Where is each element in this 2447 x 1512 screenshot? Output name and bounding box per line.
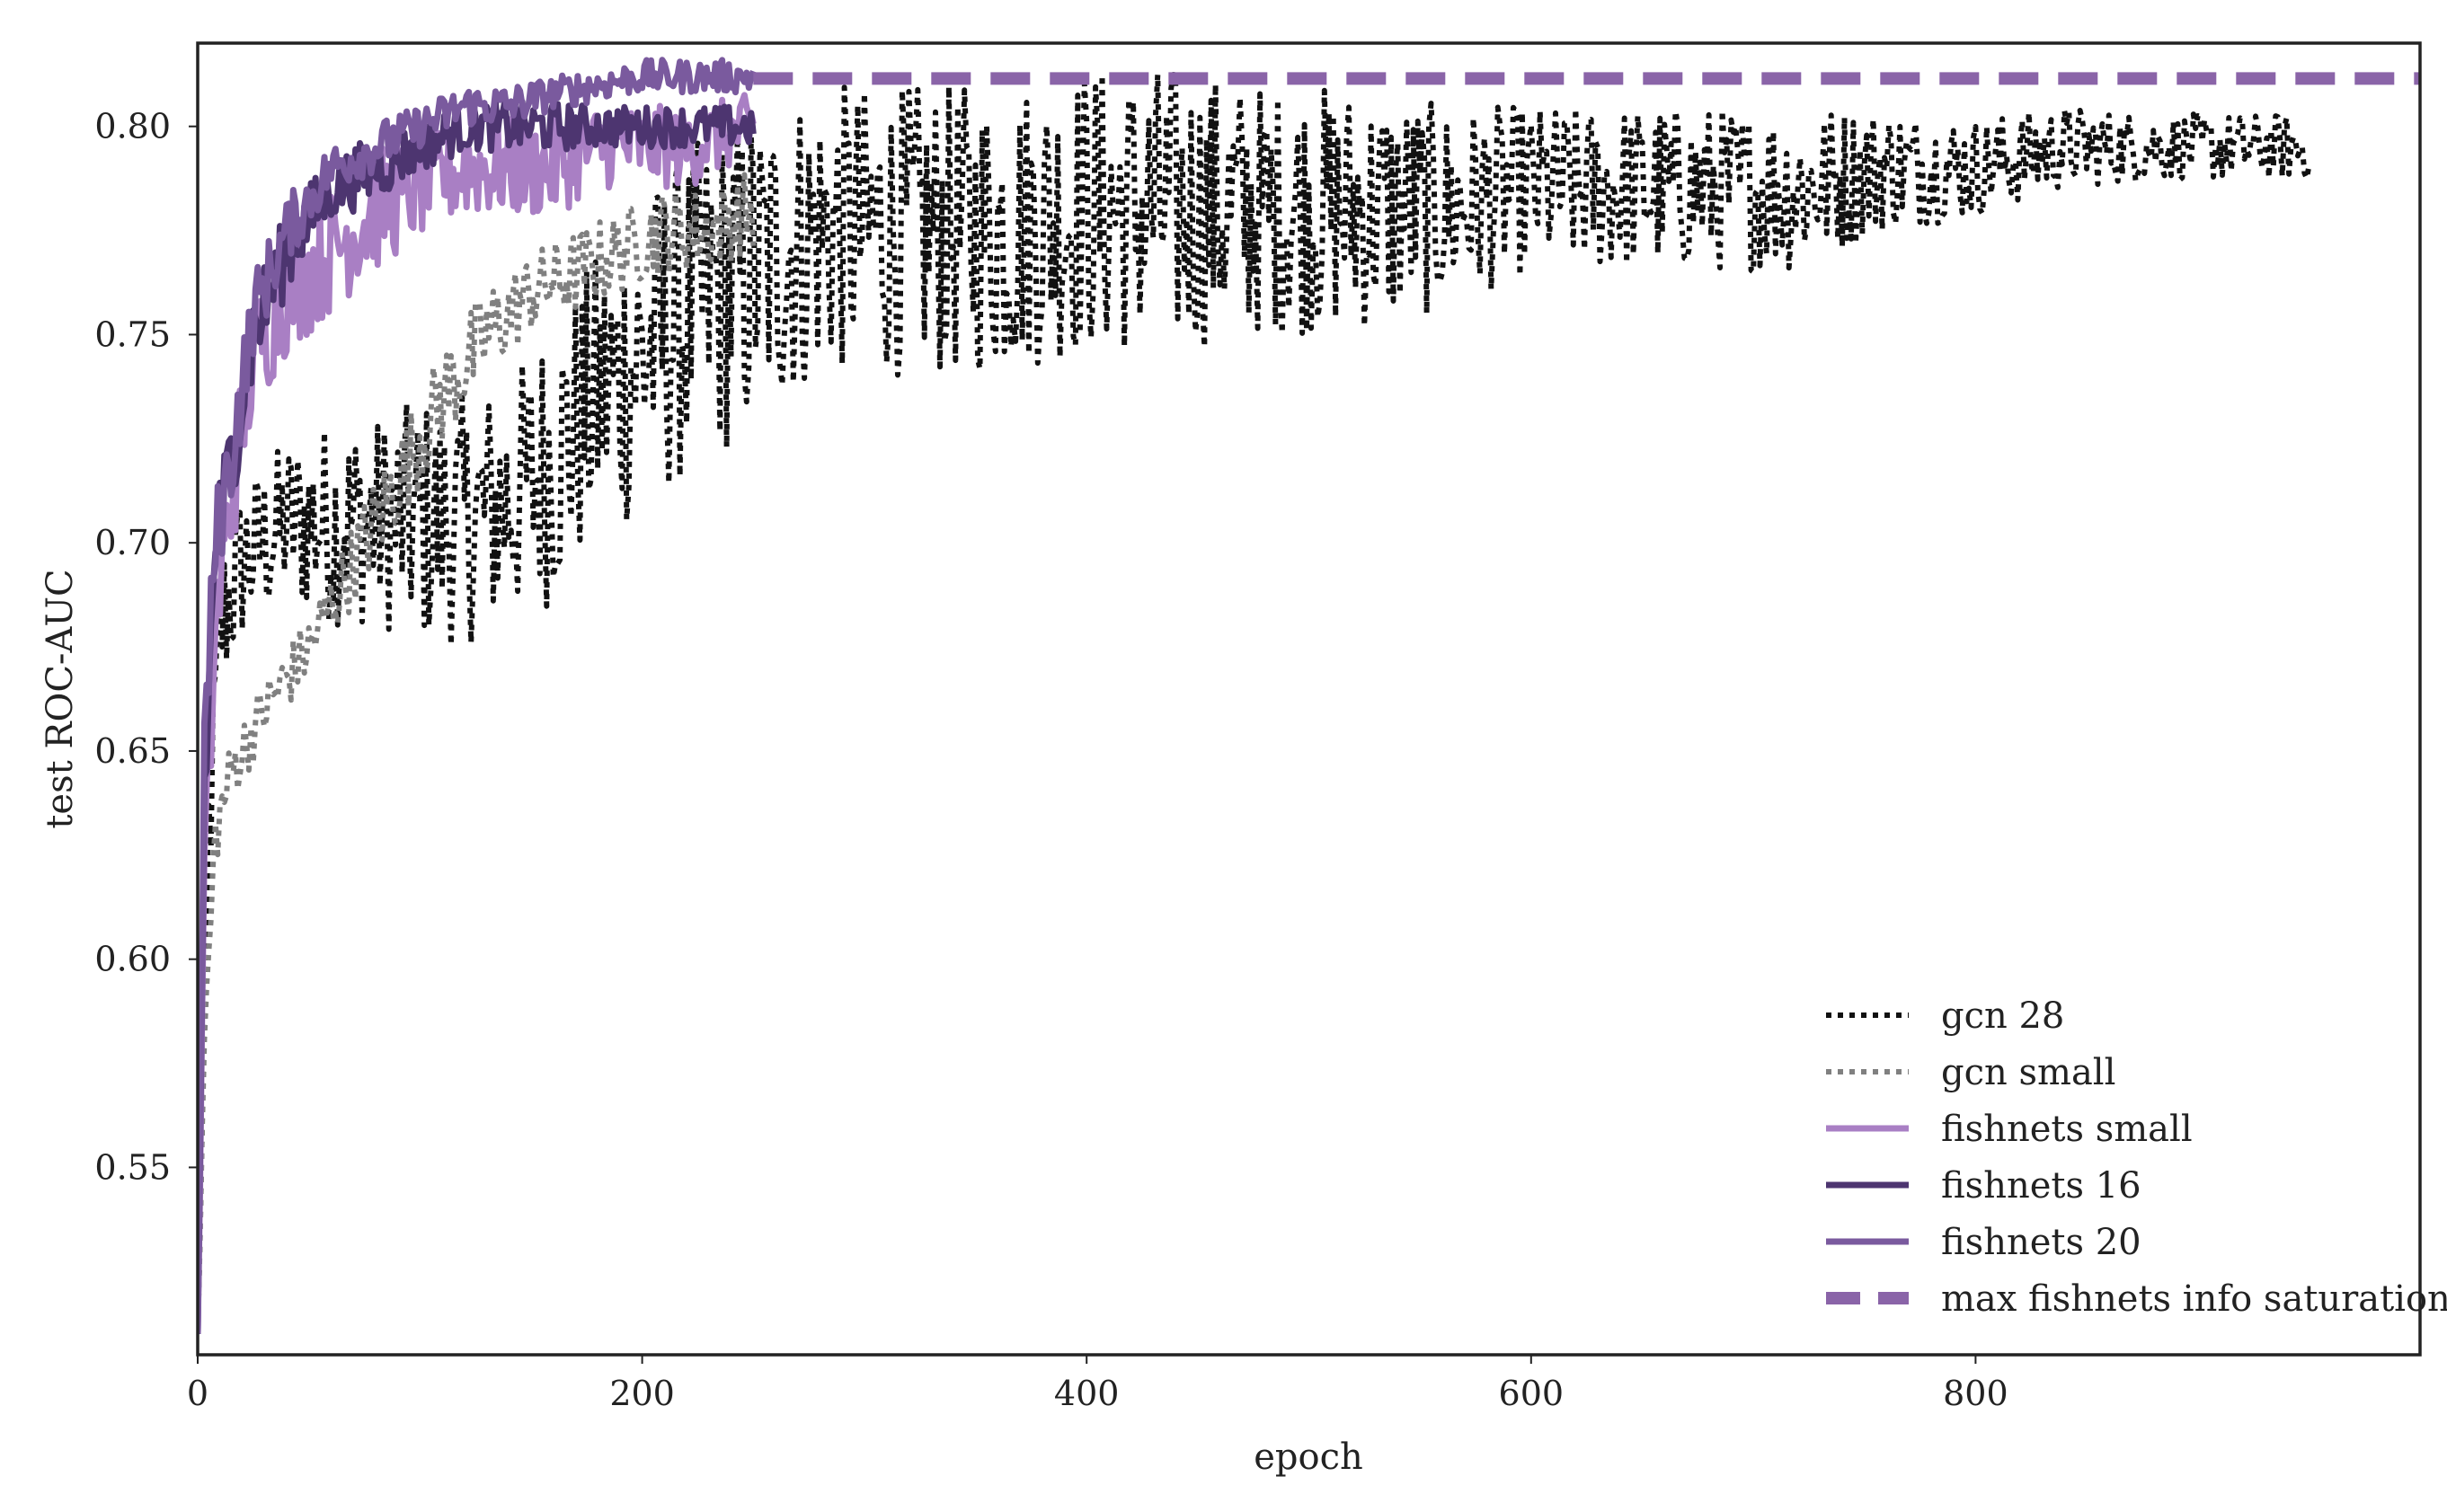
- x-tick-label: 400: [1054, 1374, 1120, 1413]
- y-tick-label: 0.65: [94, 731, 171, 771]
- legend: gcn 28 gcn small fishnets small fishnets 16…: [1826, 995, 2447, 1320]
- series-line-fishnets-20: [198, 57, 757, 1334]
- legend-label-fishnets-20: fishnets 20: [1941, 1222, 2141, 1263]
- axes-frame: [196, 41, 2422, 1357]
- x-ticks: 0 200 400 600 800: [187, 1355, 2008, 1413]
- y-tick-label: 0.60: [94, 940, 171, 979]
- y-tick-label: 0.70: [94, 523, 171, 562]
- y-tick-label: 0.80: [94, 107, 171, 146]
- x-tick-label: 0: [187, 1374, 208, 1413]
- y-axis-title: test ROC-AUC: [40, 569, 81, 828]
- series-line-fishnets-16: [198, 98, 757, 1334]
- y-ticks: 0.55 0.60 0.65 0.70 0.75 0.80: [94, 107, 198, 1187]
- legend-label-gcn-small: gcn small: [1941, 1052, 2115, 1093]
- series-line-gcn-small: [198, 172, 757, 1334]
- x-tick-label: 800: [1943, 1374, 2008, 1413]
- x-tick-label: 200: [609, 1374, 675, 1413]
- legend-label-gcn-28: gcn 28: [1941, 995, 2064, 1037]
- x-tick-label: 600: [1499, 1374, 1565, 1413]
- series-line-gcn-28: [198, 72, 2312, 1334]
- y-tick-label: 0.55: [94, 1147, 171, 1187]
- y-tick-label: 0.75: [94, 314, 171, 354]
- legend-label-fishnets-small: fishnets small: [1941, 1109, 2193, 1150]
- plot-area: [198, 57, 2420, 1334]
- legend-label-fishnets-16: fishnets 16: [1941, 1165, 2141, 1207]
- legend-label-max-fishnets-info-saturation: max fishnets info saturation: [1941, 1278, 2447, 1320]
- x-axis-title: epoch: [1254, 1437, 1363, 1478]
